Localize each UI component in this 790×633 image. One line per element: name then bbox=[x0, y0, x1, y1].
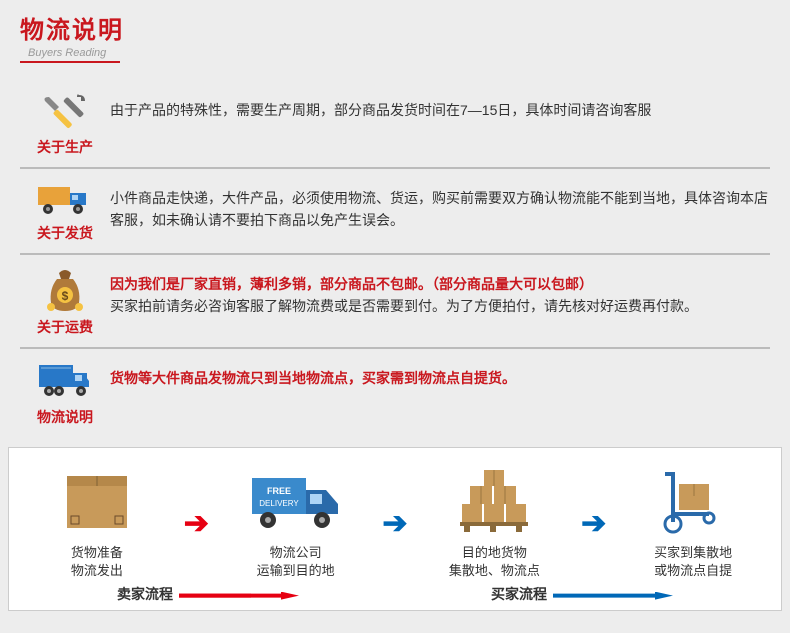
section-production: 关于生产 由于产品的特殊性，需要生产周期，部分商品发货时间在7—15日，具体时间… bbox=[20, 81, 770, 169]
buyer-flow-label: 买家流程 bbox=[395, 584, 769, 604]
svg-text:FREE: FREE bbox=[267, 486, 291, 496]
truck-icon bbox=[36, 179, 94, 219]
highlight-text: 货物等大件商品发物流只到当地物流点，买家需到物流点自提货。 bbox=[110, 370, 516, 386]
arrow-red-icon: ➔ bbox=[184, 506, 209, 541]
flow-step-2: FREE DELIVERY 物流公司运输到目的地 bbox=[231, 466, 361, 580]
step-line2: 集散地、物流点 bbox=[449, 563, 540, 578]
section-text: 小件商品走快递，大件产品，必须使用物流、货运，购买前需要双方确认物流能不能到当地… bbox=[110, 179, 770, 232]
section-label: 关于生产 bbox=[20, 137, 110, 157]
step-line1: 买家到集散地 bbox=[654, 545, 732, 560]
section-freight: $ 关于运费 因为我们是厂家直销，薄利多销，部分商品不包邮。（部分商品量大可以包… bbox=[20, 255, 770, 349]
step-line2: 运输到目的地 bbox=[257, 563, 335, 578]
section-label: 关于发货 bbox=[20, 223, 110, 243]
step-line2: 或物流点自提 bbox=[654, 563, 732, 578]
flow-step-1: 货物准备物流发出 bbox=[32, 466, 162, 580]
flow-diagram: 货物准备物流发出 ➔ FREE DELIVERY 物流公司运输到目的地 ➔ bbox=[8, 447, 782, 611]
header-underline bbox=[20, 61, 120, 63]
section-label: 关于运费 bbox=[20, 317, 110, 337]
step-line1: 目的地货物 bbox=[462, 545, 527, 560]
tools-icon bbox=[41, 91, 89, 133]
svg-text:$: $ bbox=[62, 289, 69, 303]
svg-text:DELIVERY: DELIVERY bbox=[259, 499, 299, 508]
hand-truck-icon bbox=[653, 466, 733, 536]
arrow-blue-icon: ➔ bbox=[382, 506, 407, 541]
section-shipping: 关于发货 小件商品走快递，大件产品，必须使用物流、货运，购买前需要双方确认物流能… bbox=[20, 169, 770, 255]
red-arrow-bar bbox=[179, 592, 299, 600]
section-text: 由于产品的特殊性，需要生产周期，部分商品发货时间在7—15日，具体时间请咨询客服 bbox=[110, 91, 770, 121]
seller-flow-label: 卖家流程 bbox=[21, 584, 395, 604]
body-text: 买家拍前请务必咨询客服了解物流费或是否需要到付。为了方便拍付，请先核对好运费再付… bbox=[110, 298, 698, 314]
flow-step-4: 买家到集散地或物流点自提 bbox=[628, 466, 758, 580]
section-text: 因为我们是厂家直销，薄利多销，部分商品不包邮。（部分商品量大可以包邮） 买家拍前… bbox=[110, 265, 770, 318]
highlight-text: 因为我们是厂家直销，薄利多销，部分商品不包邮。（部分商品量大可以包邮） bbox=[110, 276, 593, 292]
delivery-truck-icon bbox=[35, 359, 95, 403]
blue-arrow-bar bbox=[553, 592, 673, 600]
page-title: 物流说明 bbox=[20, 10, 770, 45]
arrow-blue-icon: ➔ bbox=[581, 506, 606, 541]
step-line2: 物流发出 bbox=[71, 563, 123, 578]
section-label: 物流说明 bbox=[20, 407, 110, 427]
section-text: 货物等大件商品发物流只到当地物流点，买家需到物流点自提货。 bbox=[110, 359, 770, 389]
step-line1: 物流公司 bbox=[270, 545, 322, 560]
money-bag-icon: $ bbox=[43, 265, 87, 313]
pallet-boxes-icon bbox=[454, 466, 534, 536]
page-header: 物流说明 Buyers Reading bbox=[20, 10, 770, 63]
page-subtitle: Buyers Reading bbox=[20, 47, 770, 59]
step-line1: 货物准备 bbox=[71, 545, 123, 560]
box-icon bbox=[57, 466, 137, 536]
section-logistics: 物流说明 货物等大件商品发物流只到当地物流点，买家需到物流点自提货。 bbox=[20, 349, 770, 437]
flow-step-3: 目的地货物集散地、物流点 bbox=[429, 466, 559, 580]
free-delivery-truck-icon: FREE DELIVERY bbox=[246, 466, 346, 536]
